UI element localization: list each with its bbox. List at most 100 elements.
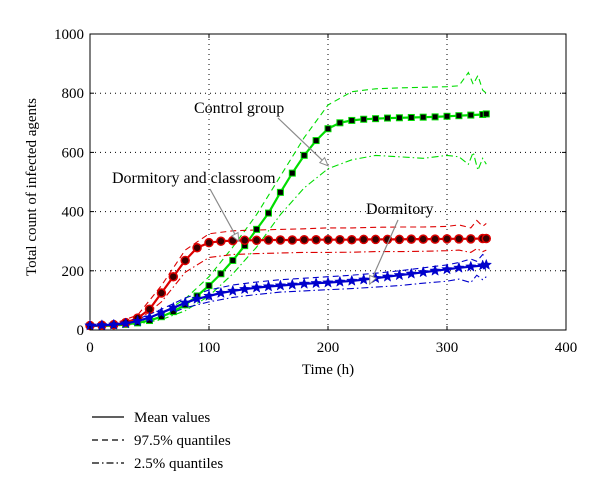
data-point-dormitory-and-classroom <box>430 234 440 244</box>
data-point-dormitory-and-classroom <box>323 234 333 245</box>
data-point-dormitory <box>405 267 418 279</box>
data-point-dormitory-and-classroom <box>239 235 250 246</box>
annotations: Control group Dormitory and classroom Dorm… <box>112 100 434 286</box>
data-point-dormitory-and-classroom <box>347 234 357 245</box>
data-point-control-group <box>431 113 439 121</box>
data-point-control-group <box>482 110 490 118</box>
data-point-dormitory <box>334 275 346 287</box>
data-point-dormitory-and-classroom <box>275 235 286 245</box>
data-point-control-group <box>467 111 475 119</box>
legend-label: Mean values <box>134 410 210 426</box>
data-point-dormitory <box>155 306 168 318</box>
data-point-dormitory <box>464 260 477 272</box>
data-point-dormitory-and-classroom <box>418 234 428 244</box>
data-point-dormitory <box>393 268 406 281</box>
annotation-label: Dormitory <box>366 201 434 218</box>
data-point-dormitory <box>381 270 394 282</box>
data-point-dormitory <box>96 319 108 331</box>
data-point-control-group <box>395 114 403 122</box>
data-point-control-group <box>455 112 463 120</box>
series-line-dormitory-and-classroom-2-5 <box>89 247 487 327</box>
data-point-control-group <box>384 114 391 122</box>
legend-label: 2.5% quantiles <box>134 456 223 472</box>
series-line-control-group-2-5 <box>89 150 487 327</box>
data-point-dormitory <box>310 276 322 289</box>
annotation-arrowhead <box>369 274 378 286</box>
data-point-dormitory <box>107 318 120 330</box>
data-point-control-group <box>348 116 356 124</box>
data-point-control-group <box>324 125 332 133</box>
data-point-dormitory-and-classroom <box>287 235 298 245</box>
data-point-control-group <box>419 113 427 121</box>
series-line-dormitory-2-5 <box>89 274 487 327</box>
data-point-dormitory <box>191 292 203 304</box>
data-point-control-group <box>336 119 344 127</box>
data-point-dormitory-and-classroom <box>216 236 226 246</box>
data-point-dormitory-and-classroom <box>335 234 345 245</box>
annotation-arrowhead <box>318 156 329 167</box>
y-tick-label: 400 <box>62 205 85 221</box>
x-tick-label: 400 <box>555 340 578 356</box>
x-axis-label: Time (h) <box>302 362 354 378</box>
data-point-control-group <box>288 169 296 177</box>
data-point-dormitory <box>453 261 465 273</box>
data-point-dormitory-and-classroom <box>454 234 464 244</box>
series-line-control-group-97-5 <box>89 71 487 326</box>
data-point-dormitory <box>226 284 239 296</box>
data-point-dormitory <box>250 281 263 293</box>
x-tick-label: 300 <box>436 340 459 356</box>
data-point-dormitory <box>274 279 287 291</box>
data-point-control-group <box>443 112 451 120</box>
data-point-dormitory <box>429 264 441 276</box>
tick-labels: 0 100 200 300 400 0 200 400 600 800 1000 <box>54 27 577 356</box>
data-point-dormitory-and-classroom <box>156 288 167 298</box>
x-tick-label: 200 <box>317 340 340 356</box>
data-point-dormitory <box>143 311 156 323</box>
data-point-dormitory-and-classroom <box>192 242 202 253</box>
data-point-dormitory <box>417 266 430 278</box>
data-point-dormitory-and-classroom <box>180 255 190 266</box>
y-axis-label: Total count of infected agents <box>24 98 40 276</box>
annotation-arrowhead <box>230 231 240 243</box>
x-tick-label: 100 <box>198 340 221 356</box>
annotation-arrow <box>369 219 399 285</box>
data-point-dormitory <box>357 273 370 285</box>
data-point-control-group <box>276 188 284 196</box>
annotation-arrow <box>277 117 329 167</box>
annotation-arrow <box>209 188 240 242</box>
data-point-dormitory <box>322 276 334 288</box>
series-line-dormitory-and-classroom-97-5 <box>89 219 487 326</box>
data-point-control-group <box>407 113 415 121</box>
data-point-dormitory <box>215 286 227 298</box>
data-point-dormitory <box>441 263 453 275</box>
data-point-dormitory-and-classroom <box>168 271 179 282</box>
data-point-dormitory <box>119 317 132 329</box>
data-point-dormitory <box>179 296 192 308</box>
data-point-dormitory <box>203 289 215 301</box>
data-point-dormitory <box>262 280 275 292</box>
series-layer <box>84 71 493 331</box>
y-tick-label: 800 <box>62 86 85 102</box>
data-point-control-group <box>217 270 225 278</box>
y-tick-label: 200 <box>62 264 85 280</box>
data-point-dormitory <box>238 283 251 295</box>
data-point-dormitory-and-classroom <box>370 234 381 245</box>
data-point-dormitory-and-classroom <box>358 234 369 245</box>
series-line-control-group <box>90 112 487 327</box>
legend-label: 97.5% quantiles <box>134 433 231 449</box>
y-tick-label: 1000 <box>54 27 84 43</box>
data-point-control-group <box>360 115 368 123</box>
data-point-control-group <box>372 115 380 123</box>
data-point-dormitory-and-classroom <box>251 235 262 246</box>
y-tick-label: 600 <box>62 145 85 161</box>
data-point-dormitory-and-classroom <box>263 235 274 245</box>
data-point-dormitory-and-classroom <box>442 234 452 244</box>
data-point-dormitory-and-classroom <box>394 234 405 245</box>
data-point-control-group <box>300 151 308 159</box>
data-point-dormitory <box>298 277 311 289</box>
data-point-dormitory-and-classroom <box>481 233 492 244</box>
data-point-dormitory-and-classroom <box>466 234 476 244</box>
data-point-control-group <box>312 137 320 145</box>
data-point-control-group <box>253 225 261 233</box>
data-point-dormitory <box>480 258 493 270</box>
